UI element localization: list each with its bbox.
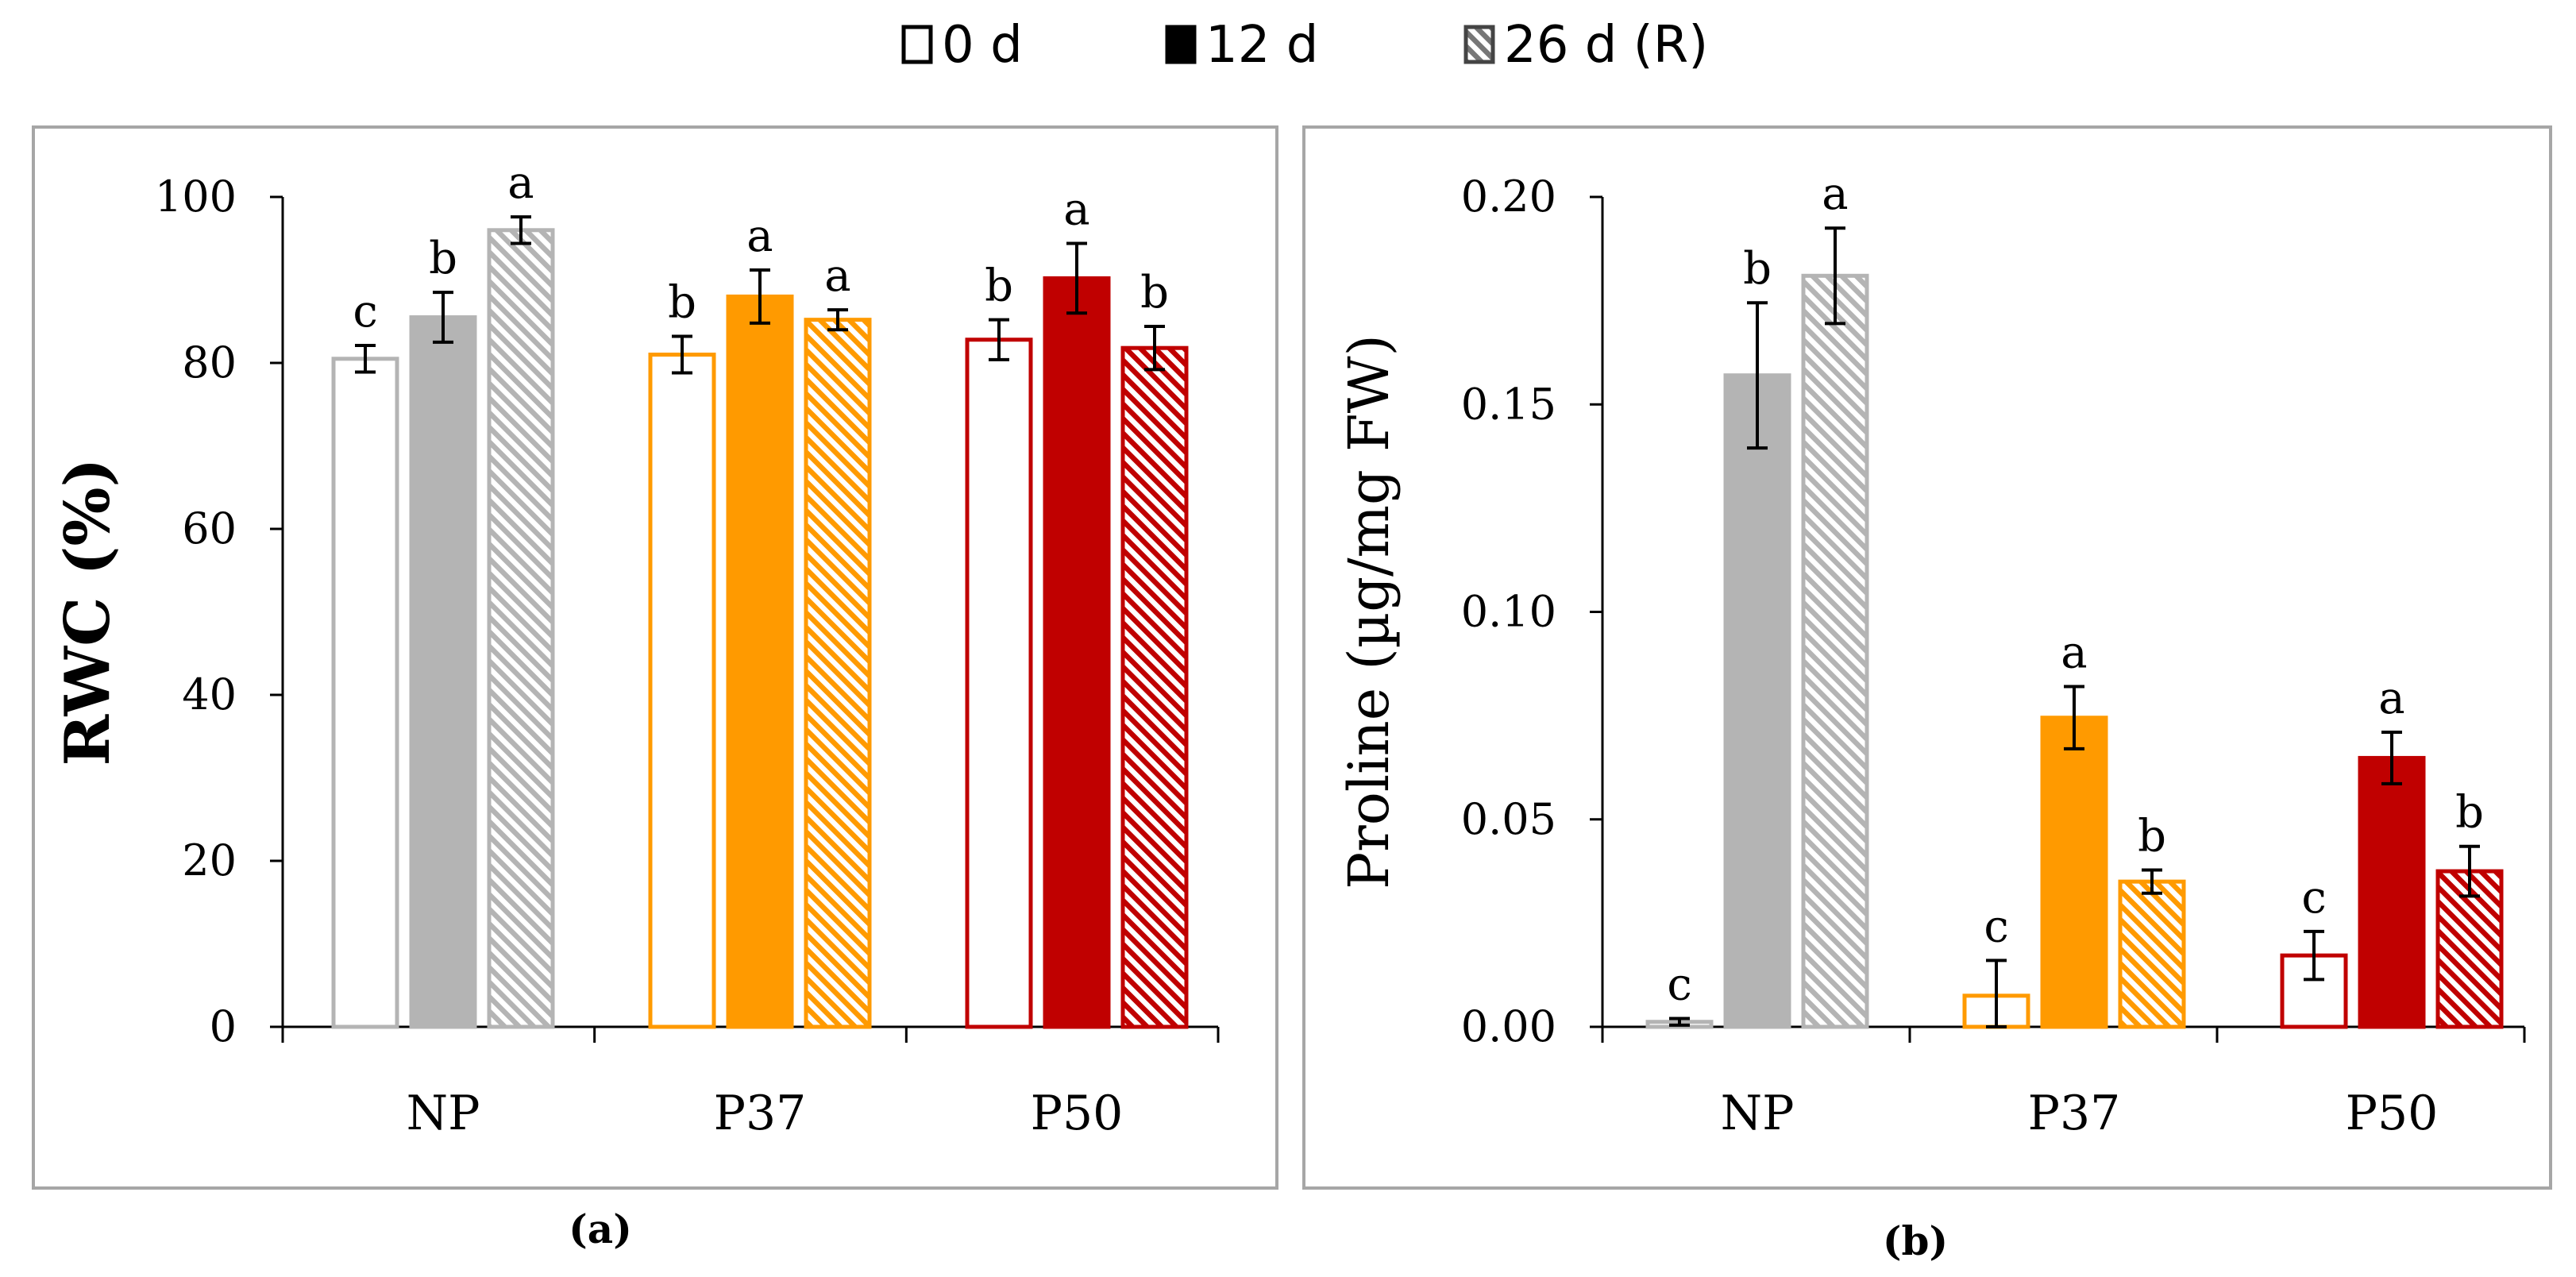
significance-letter: b — [668, 277, 696, 329]
y-tick-label: 0.05 — [1461, 794, 1556, 844]
panel-frame — [1302, 125, 2552, 1190]
y-tick-label: 0.00 — [1461, 1001, 1556, 1051]
significance-letter: a — [824, 250, 850, 302]
x-category-label-p37: P37 — [2028, 1086, 2121, 1141]
y-tick-label: 20 — [182, 835, 237, 885]
significance-letter: b — [1743, 243, 1772, 295]
x-category-label-p50: P50 — [2346, 1086, 2439, 1141]
y-tick-label: 60 — [182, 503, 237, 554]
bar-np-hatched — [1801, 273, 1869, 1029]
legend-label: 0 d — [942, 16, 1023, 75]
y-tick-label: 0.15 — [1461, 379, 1556, 429]
panel-frame — [32, 125, 1278, 1190]
significance-letter: c — [353, 286, 377, 338]
x-category-label-np: NP — [407, 1086, 480, 1141]
bar-p50-hatched — [1120, 345, 1189, 1029]
significance-letter: c — [1984, 901, 2008, 952]
significance-letter: b — [1140, 267, 1169, 318]
significance-letter: b — [2455, 787, 2484, 839]
bar-p50-open — [965, 338, 1033, 1029]
legend-swatch-open — [901, 25, 933, 64]
y-tick-label: 0 — [210, 1001, 237, 1051]
legend: 0 d 12 d 26 d (R) — [901, 16, 1708, 75]
y-axis-label: RWC (%) — [52, 458, 124, 766]
significance-letter: c — [2301, 872, 2326, 924]
y-tick-label: 0.10 — [1461, 587, 1556, 637]
bar-p37-solid — [2040, 716, 2108, 1029]
legend-label: 12 d — [1205, 16, 1318, 75]
y-axis-label: Proline (µg/mg FW) — [1336, 334, 1402, 889]
y-tick-label: 100 — [155, 172, 237, 222]
bar-p37-hatched — [2118, 879, 2186, 1029]
y-tick-label: 0.20 — [1461, 172, 1556, 222]
bar-np-solid — [1723, 373, 1791, 1029]
bar-p37-hatched — [804, 318, 872, 1029]
panel-label: (a) — [569, 1206, 632, 1252]
significance-letter: a — [1822, 168, 1848, 220]
significance-letter: a — [507, 157, 534, 209]
significance-letter: a — [1063, 184, 1089, 236]
bar-p50-solid — [1043, 276, 1111, 1029]
x-category-label-np: NP — [1721, 1086, 1795, 1141]
significance-letter: b — [985, 260, 1013, 312]
significance-letter: a — [2061, 627, 2087, 679]
significance-letter: a — [2378, 673, 2404, 724]
significance-letter: b — [429, 233, 457, 284]
x-category-label-p50: P50 — [1031, 1086, 1124, 1141]
bar-p50-solid — [2358, 755, 2426, 1029]
bar-p37-open — [648, 353, 716, 1029]
x-category-label-p37: P37 — [714, 1086, 807, 1141]
bar-np-hatched — [487, 228, 555, 1029]
bar-np-solid — [409, 315, 477, 1029]
legend-swatch-solid — [1165, 25, 1197, 64]
significance-letter: a — [746, 210, 773, 262]
panel-label: (b) — [1883, 1217, 1948, 1264]
significance-letter: b — [2138, 810, 2166, 862]
panel-b-proline-chart: 0.00 0.05 0.10 0.15 0.20 Proline (µg/mg FW) NP… — [1302, 125, 2552, 1264]
y-tick-label: 40 — [182, 669, 237, 720]
bar-np-open — [331, 357, 399, 1029]
bar-p37-solid — [726, 294, 794, 1029]
significance-letter: c — [1667, 959, 1691, 1011]
legend-swatch-hatched — [1463, 25, 1495, 64]
legend-label: 26 d (R) — [1504, 16, 1708, 75]
y-tick-label: 80 — [182, 338, 237, 388]
